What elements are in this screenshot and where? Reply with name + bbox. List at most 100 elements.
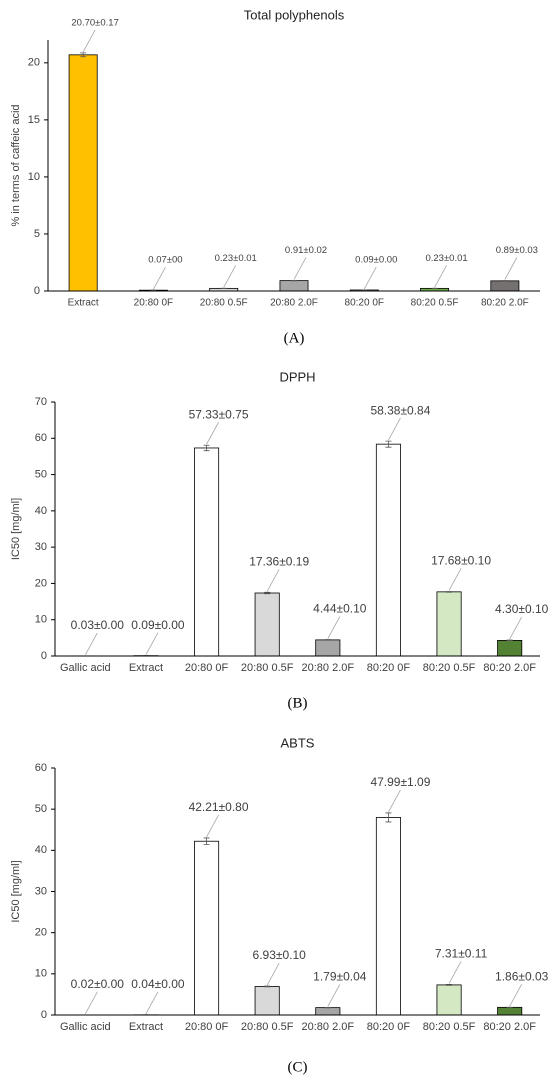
y-tick-label: 10: [35, 614, 47, 626]
label-leader: [266, 569, 280, 592]
label-leader: [509, 984, 523, 1007]
label-leader: [327, 616, 341, 639]
y-tick-label: 20: [35, 927, 47, 939]
value-label: 7.31±0.11: [435, 947, 488, 961]
x-tick-label: 20:80 0.5F: [200, 298, 248, 309]
x-tick-label: 80:20 2.0F: [483, 662, 536, 674]
bar: [254, 986, 280, 1016]
label-leader: [206, 814, 219, 838]
bar: [194, 840, 220, 1016]
error-bar: [385, 812, 392, 823]
x-tick-label: 20:80 0.5F: [241, 1021, 294, 1033]
y-tick-label: 50: [35, 803, 47, 815]
error-bar: [446, 984, 453, 986]
label-leader: [84, 991, 98, 1015]
x-tick-label: 80:20 0F: [367, 1021, 411, 1033]
x-tick-label: Gallic acid: [60, 1021, 111, 1033]
label-leader: [509, 616, 523, 640]
bar: [497, 1006, 523, 1016]
x-tick-label: Extract: [68, 298, 99, 309]
label-leader: [206, 422, 219, 445]
value-label: 0.23±0.01: [215, 253, 257, 264]
error-bar: [203, 444, 210, 452]
error-bar: [203, 837, 210, 845]
value-label: 0.03±0.00: [71, 618, 125, 632]
label-leader: [327, 984, 341, 1007]
y-tick-label: 60: [35, 432, 47, 444]
y-axis-label: IC50 [mg/ml]: [10, 498, 22, 560]
value-label: 20.70±0.17: [71, 17, 118, 28]
bar: [254, 592, 280, 657]
x-tick-label: 20:80 2.0F: [302, 1021, 355, 1033]
value-label: 0.91±0.02: [285, 245, 327, 256]
label-leader: [434, 265, 447, 288]
value-label: 57.33±0.75: [189, 407, 249, 421]
value-label: 47.99±1.09: [370, 775, 430, 789]
x-tick-label: 20:80 0F: [134, 298, 173, 309]
label-leader: [153, 267, 166, 290]
caption: (A): [284, 330, 305, 346]
label-leader: [363, 266, 377, 290]
y-tick-label: 30: [35, 885, 47, 897]
y-axis-label: IC50 [mg/ml]: [10, 860, 22, 922]
y-tick-label: 10: [35, 968, 47, 980]
value-label: 0.04±0.00: [131, 977, 185, 991]
x-tick-label: 80:20 0.5F: [423, 662, 476, 674]
y-tick-label: 50: [35, 468, 47, 480]
label-leader: [223, 265, 237, 288]
label-leader: [388, 789, 401, 813]
label-leader: [504, 257, 518, 280]
error-bar: [501, 280, 508, 282]
value-label: 17.68±0.10: [431, 554, 491, 568]
x-tick-label: 20:80 2.0F: [302, 662, 355, 674]
value-label: 0.09±0.00: [131, 618, 185, 632]
y-tick-label: 60: [35, 762, 47, 774]
bar: [436, 984, 462, 1016]
chart-title: DPPH: [279, 369, 315, 384]
chart-title: Total polyphenols: [244, 7, 345, 22]
y-tick-label: 10: [28, 171, 40, 183]
x-tick-label: 20:80 0F: [185, 662, 229, 674]
bar: [315, 1007, 341, 1016]
y-tick-label: 20: [35, 577, 47, 589]
value-label: 1.79±0.04: [313, 970, 367, 984]
x-tick-label: Extract: [129, 1021, 163, 1033]
bar: [279, 280, 309, 292]
y-tick-label: 70: [35, 396, 47, 408]
y-axis-label: % in terms of caffeic acid: [10, 104, 22, 226]
x-tick-label: 80:20 0F: [367, 662, 411, 674]
y-tick-label: 0: [34, 285, 40, 297]
x-tick-label: 80:20 0F: [345, 298, 384, 309]
x-tick-label: 20:80 2.0F: [270, 298, 318, 309]
label-leader: [266, 962, 280, 986]
error-bar: [80, 52, 87, 58]
bar: [375, 443, 401, 657]
y-tick-label: 20: [28, 57, 40, 69]
x-tick-label: 20:80 0F: [185, 1021, 229, 1033]
value-label: 4.30±0.10: [495, 602, 549, 616]
label-leader: [448, 961, 462, 984]
caption: (C): [288, 1059, 308, 1075]
error-bar: [324, 639, 331, 641]
x-tick-label: 80:20 0.5F: [423, 1021, 476, 1033]
error-bar: [506, 639, 513, 642]
y-tick-label: 40: [35, 505, 47, 517]
caption: (B): [288, 695, 308, 711]
label-leader: [448, 568, 462, 591]
bar: [194, 447, 220, 657]
chart-title: ABTS: [281, 735, 315, 750]
x-tick-label: 80:20 0.5F: [411, 298, 459, 309]
x-tick-label: Gallic acid: [60, 662, 111, 674]
bar: [68, 54, 98, 292]
label-leader: [82, 29, 96, 53]
label-leader: [145, 991, 159, 1015]
error-bar: [446, 591, 453, 593]
value-label: 1.86±0.03: [495, 969, 549, 983]
y-tick-label: 5: [34, 228, 40, 240]
value-label: 0.89±0.03: [496, 245, 538, 256]
y-tick-label: 15: [28, 114, 40, 126]
value-label: 0.02±0.00: [71, 977, 125, 991]
y-tick-label: 0: [41, 1009, 47, 1021]
error-bar: [264, 591, 271, 595]
value-label: 4.44±0.10: [313, 602, 367, 616]
